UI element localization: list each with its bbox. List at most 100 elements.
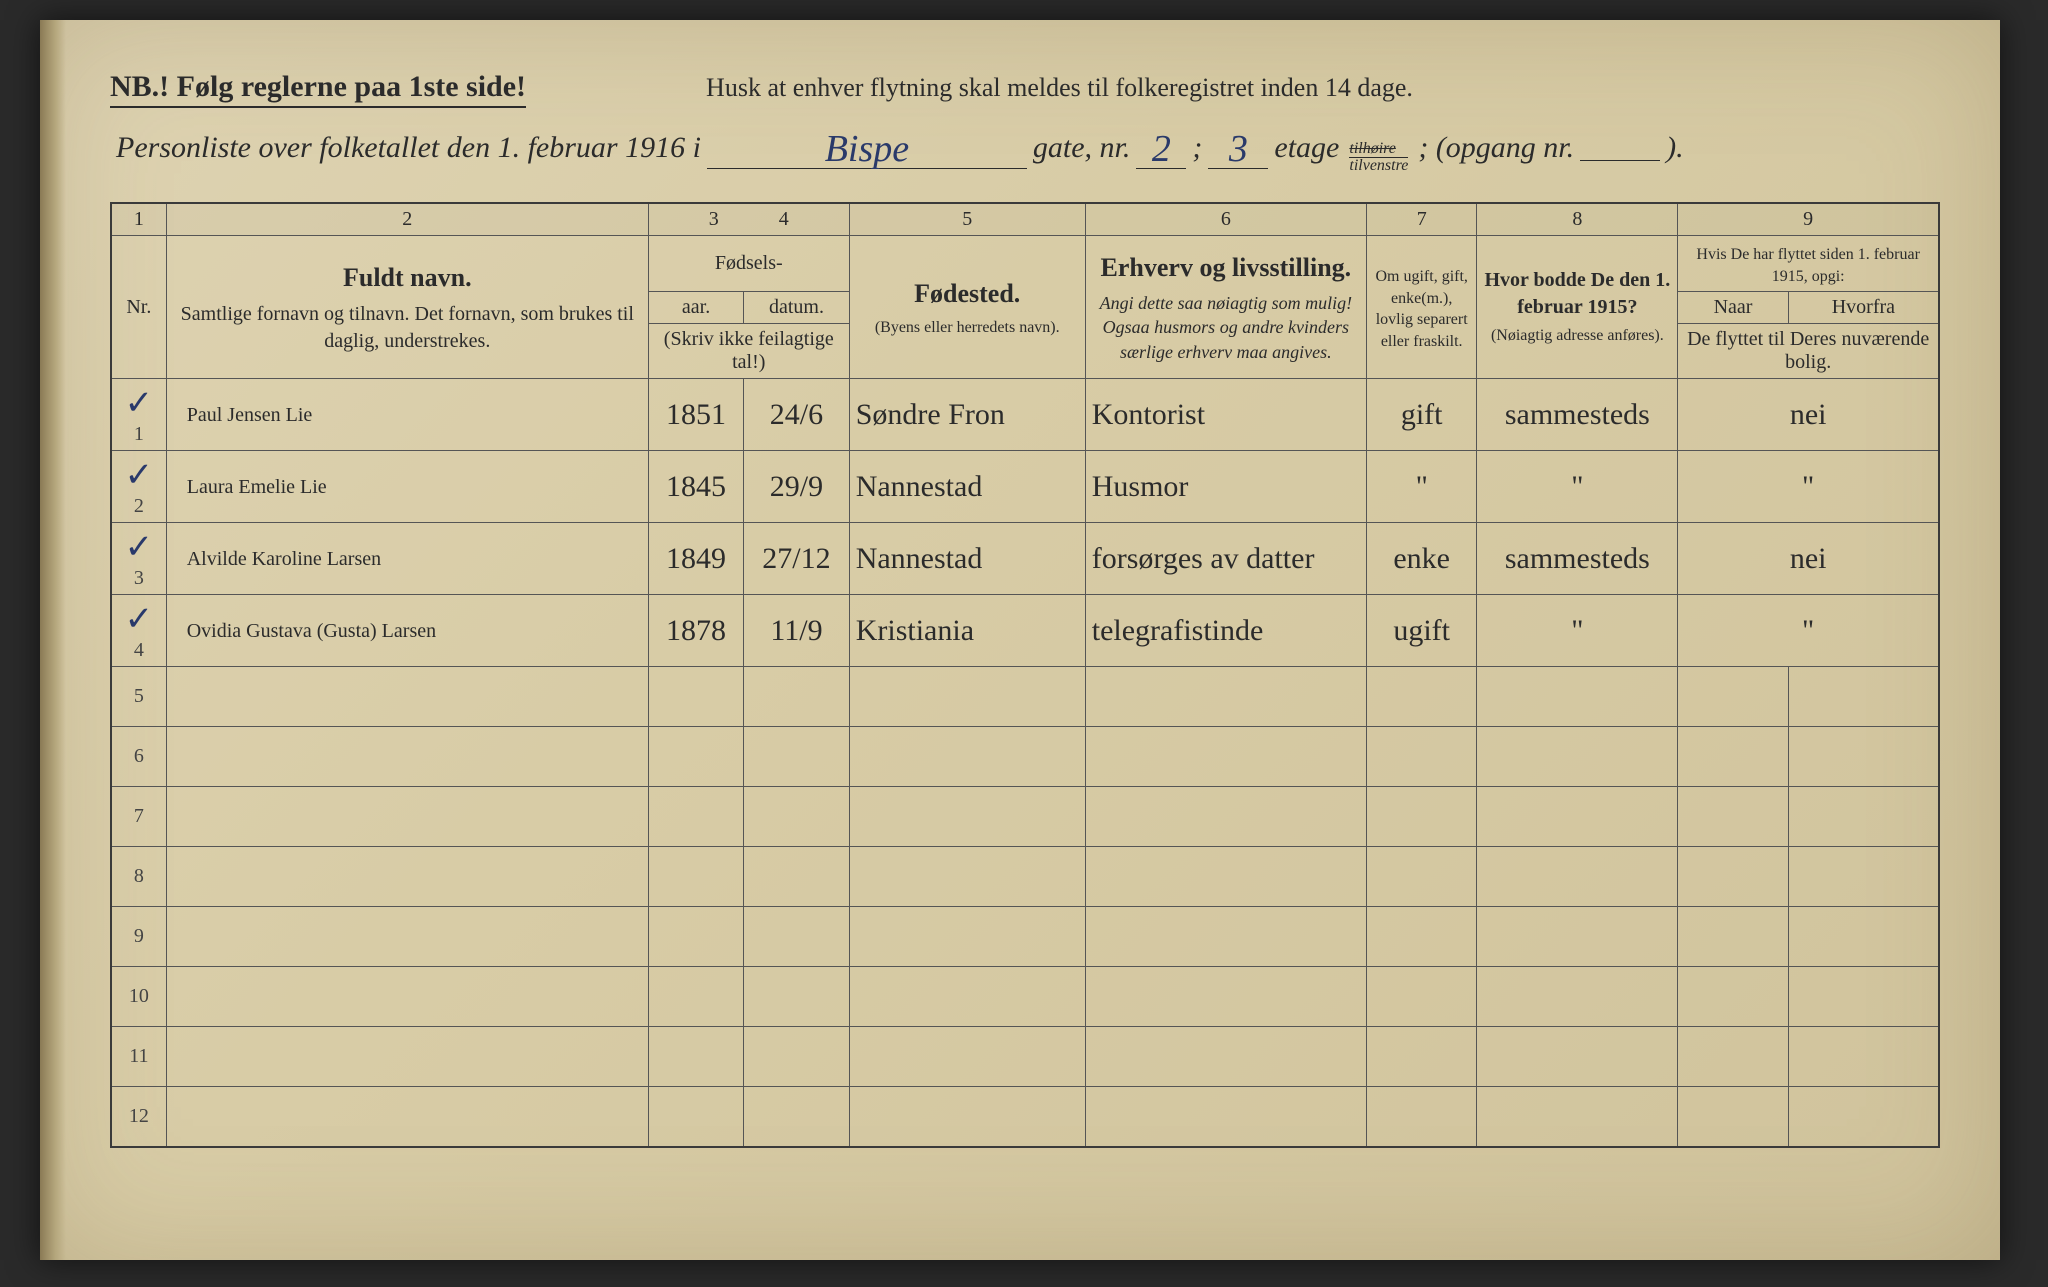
cell-occupation: forsørges av datter <box>1085 523 1366 595</box>
cell-date: 11/9 <box>744 595 849 667</box>
cell-prev-addr: " <box>1477 451 1678 523</box>
row-nr: 7 <box>111 787 166 847</box>
cell-moved: nei <box>1678 523 1939 595</box>
row-nr: ✓ 3 <box>111 523 166 595</box>
row-nr: 9 <box>111 907 166 967</box>
table-row-empty: 9 <box>111 907 1939 967</box>
coln-3-4: 3 4 <box>648 203 849 236</box>
coln-9: 9 <box>1678 203 1939 236</box>
cell-occupation: Kontorist <box>1085 379 1366 451</box>
cell-prev-addr: sammesteds <box>1477 523 1678 595</box>
etage-nr-fill: 3 <box>1208 130 1268 169</box>
hdr-name: Fuldt navn. Samtlige fornavn og tilnavn.… <box>166 236 648 379</box>
table-row-empty: 12 <box>111 1087 1939 1147</box>
hdr-place: Fødested. (Byens eller herredets navn). <box>849 236 1085 379</box>
opgang-label: ; (opgang nr. <box>1412 131 1580 165</box>
header-row-main: Nr. Fuldt navn. Samtlige fornavn og tiln… <box>111 236 1939 292</box>
hdr-ms: Om ugift, gift, enke(m.), lovlig separer… <box>1366 236 1476 379</box>
hdr-birth-dt: datum. <box>744 292 849 324</box>
cell-birthplace: Nannestad <box>849 451 1085 523</box>
census-table: 1 2 3 4 5 6 7 8 9 Nr. Fuldt navn. Samtli… <box>110 202 1940 1148</box>
cell-moved: " <box>1678 595 1939 667</box>
hdr-moved-top: Hvis De har flyttet siden 1. februar 191… <box>1678 236 1939 292</box>
table-row: ✓ 4Ovidia Gustava (Gusta) Larsen187811/9… <box>111 595 1939 667</box>
street-fill: Bispe <box>707 130 1027 169</box>
cell-date: 29/9 <box>744 451 849 523</box>
row-nr: 11 <box>111 1027 166 1087</box>
hdr-moved-a: Naar <box>1678 292 1788 324</box>
nb-notice: NB.! Følg reglerne paa 1ste side! <box>110 70 526 108</box>
hdr-moved-note: De flyttet til Deres nuværende bolig. <box>1678 324 1939 379</box>
header-line-2: Personliste over folketallet den 1. febr… <box>110 126 1940 178</box>
frac-top: tilhøire <box>1349 141 1408 158</box>
table-row-empty: 6 <box>111 727 1939 787</box>
table-row: ✓ 2Laura Emelie Lie184529/9NannestadHusm… <box>111 451 1939 523</box>
etage-label: etage <box>1268 131 1345 165</box>
table-row: ✓ 3Alvilde Karoline Larsen184927/12Nanne… <box>111 523 1939 595</box>
hdr-birth-yr: aar. <box>648 292 743 324</box>
reminder-text: Husk at enhver flytning skal meldes til … <box>706 73 1413 103</box>
cell-marital: gift <box>1366 379 1476 451</box>
row-nr: 5 <box>111 667 166 727</box>
hdr-nr: Nr. <box>111 236 166 379</box>
row-nr: 8 <box>111 847 166 907</box>
side-fraction: tilhøire tilvenstre <box>1349 141 1408 174</box>
gate-label: gate, nr. <box>1027 131 1137 165</box>
row-nr: 6 <box>111 727 166 787</box>
cell-year: 1849 <box>648 523 743 595</box>
hdr-birth-note: (Skriv ikke feilagtige tal!) <box>648 324 849 379</box>
close-paren: ). <box>1660 131 1690 165</box>
cell-prev-addr: sammesteds <box>1477 379 1678 451</box>
cell-marital: " <box>1366 451 1476 523</box>
cell-year: 1851 <box>648 379 743 451</box>
coln-5: 5 <box>849 203 1085 236</box>
row-nr: ✓ 4 <box>111 595 166 667</box>
cell-occupation: Husmor <box>1085 451 1366 523</box>
cell-birthplace: Kristiania <box>849 595 1085 667</box>
cell-marital: enke <box>1366 523 1476 595</box>
semi: ; <box>1186 131 1208 165</box>
cell-name: Laura Emelie Lie <box>166 451 648 523</box>
column-number-row: 1 2 3 4 5 6 7 8 9 <box>111 203 1939 236</box>
coln-8: 8 <box>1477 203 1678 236</box>
cell-marital: ugift <box>1366 595 1476 667</box>
coln-1: 1 <box>111 203 166 236</box>
row-nr: ✓ 1 <box>111 379 166 451</box>
personliste-prefix: Personliste over folketallet den 1. febr… <box>110 131 707 165</box>
table-row-empty: 11 <box>111 1027 1939 1087</box>
row-nr: ✓ 2 <box>111 451 166 523</box>
opgang-nr-fill <box>1580 160 1660 161</box>
census-form-page: NB.! Følg reglerne paa 1ste side! Husk a… <box>40 20 2000 1260</box>
cell-name: Ovidia Gustava (Gusta) Larsen <box>166 595 648 667</box>
cell-occupation: telegrafistinde <box>1085 595 1366 667</box>
hdr-prev: Hvor bodde De den 1. februar 1915? (Nøia… <box>1477 236 1678 379</box>
cell-birthplace: Nannestad <box>849 523 1085 595</box>
table-row-empty: 7 <box>111 787 1939 847</box>
header-line-1: NB.! Følg reglerne paa 1ste side! Husk a… <box>110 70 1940 108</box>
table-row-empty: 5 <box>111 667 1939 727</box>
cell-year: 1845 <box>648 451 743 523</box>
cell-prev-addr: " <box>1477 595 1678 667</box>
row-nr: 10 <box>111 967 166 1027</box>
cell-moved: " <box>1678 451 1939 523</box>
cell-year: 1878 <box>648 595 743 667</box>
cell-name: Alvilde Karoline Larsen <box>166 523 648 595</box>
table-row-empty: 10 <box>111 967 1939 1027</box>
cell-date: 27/12 <box>744 523 849 595</box>
table-row: ✓ 1Paul Jensen Lie185124/6Søndre FronKon… <box>111 379 1939 451</box>
cell-moved: nei <box>1678 379 1939 451</box>
coln-6: 6 <box>1085 203 1366 236</box>
hdr-moved-b: Hvorfra <box>1788 292 1939 324</box>
cell-birthplace: Søndre Fron <box>849 379 1085 451</box>
frac-bot: tilvenstre <box>1349 158 1408 174</box>
hdr-occ: Erhverv og livsstilling. Angi dette saa … <box>1085 236 1366 379</box>
coln-7: 7 <box>1366 203 1476 236</box>
table-body: ✓ 1Paul Jensen Lie185124/6Søndre FronKon… <box>111 379 1939 1147</box>
row-nr: 12 <box>111 1087 166 1147</box>
table-row-empty: 8 <box>111 847 1939 907</box>
gate-nr-fill: 2 <box>1136 130 1186 169</box>
coln-2: 2 <box>166 203 648 236</box>
hdr-birth-top: Fødsels- <box>648 236 849 292</box>
cell-name: Paul Jensen Lie <box>166 379 648 451</box>
cell-date: 24/6 <box>744 379 849 451</box>
